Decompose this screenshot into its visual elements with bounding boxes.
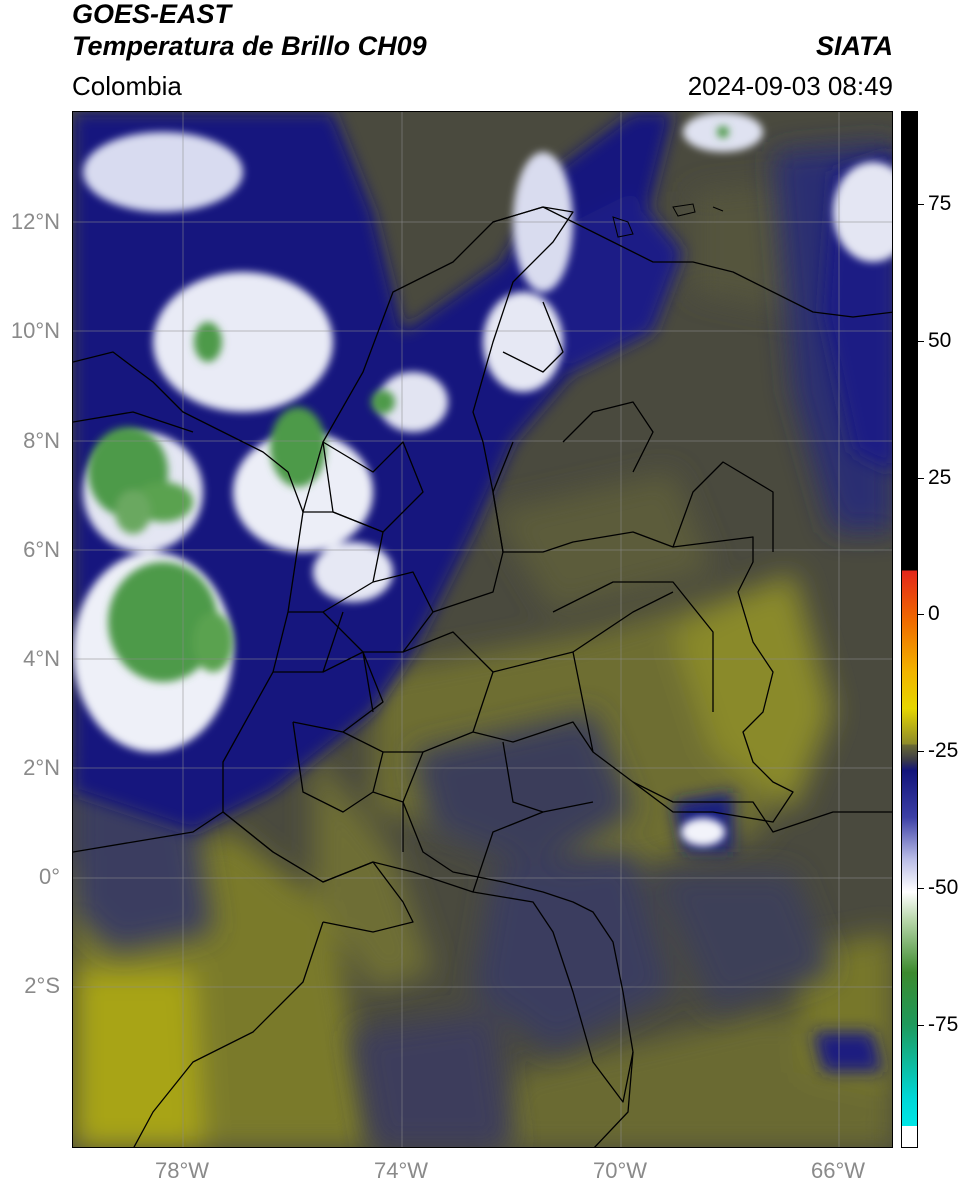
lat-label-2n: 2°N bbox=[23, 755, 60, 780]
colorbar-tick bbox=[918, 614, 924, 615]
lat-label-6n: 6°N bbox=[23, 537, 60, 562]
satellite-map[interactable] bbox=[72, 111, 893, 1148]
lat-label-8n: 8°N bbox=[23, 428, 60, 453]
colorbar-label-25: 25 bbox=[928, 466, 952, 489]
colorbar-label-75: 75 bbox=[928, 192, 952, 215]
colorbar-label-minus75: -75 bbox=[928, 1013, 959, 1036]
lon-label-78w: 78°W bbox=[154, 1158, 210, 1183]
region-label: Colombia bbox=[72, 71, 182, 101]
lon-label-74w: 74°W bbox=[373, 1158, 429, 1183]
boundaries bbox=[73, 206, 892, 1147]
convection-green bbox=[88, 126, 729, 682]
colorbar-label-minus50: -50 bbox=[928, 876, 959, 899]
colorbar-tick bbox=[918, 341, 924, 342]
lon-label-66w: 66°W bbox=[810, 1158, 866, 1183]
lat-label-2s: 2°S bbox=[24, 973, 60, 998]
lon-label-70w: 70°W bbox=[592, 1158, 648, 1183]
lat-label-10n: 10°N bbox=[10, 318, 60, 343]
colorbar-label-minus25: -25 bbox=[928, 739, 959, 762]
lat-label-0: 0° bbox=[38, 864, 60, 889]
satellite-title: GOES-EAST bbox=[72, 0, 232, 29]
islands bbox=[612, 203, 724, 238]
colorbar-label-50: 50 bbox=[928, 329, 952, 352]
lat-label-4n: 4°N bbox=[23, 646, 60, 671]
colorbar-tick bbox=[918, 751, 924, 752]
colorbar-tick bbox=[918, 1025, 924, 1026]
colorbar-tick bbox=[918, 478, 924, 479]
colorbar-gradient bbox=[902, 112, 917, 1147]
colorbar-tick bbox=[918, 204, 924, 205]
colorbar-label-0: 0 bbox=[928, 602, 940, 625]
product-title: Temperatura de Brillo CH09 bbox=[72, 31, 427, 61]
brightness-temperature-image bbox=[73, 112, 892, 1147]
organization-label: SIATA bbox=[816, 31, 893, 61]
colorbar bbox=[901, 111, 918, 1148]
graticule bbox=[73, 112, 892, 1147]
datetime-label: 2024-09-03 08:49 bbox=[687, 71, 893, 101]
colorbar-tick bbox=[918, 888, 924, 889]
lat-label-12n: 12°N bbox=[10, 209, 60, 234]
